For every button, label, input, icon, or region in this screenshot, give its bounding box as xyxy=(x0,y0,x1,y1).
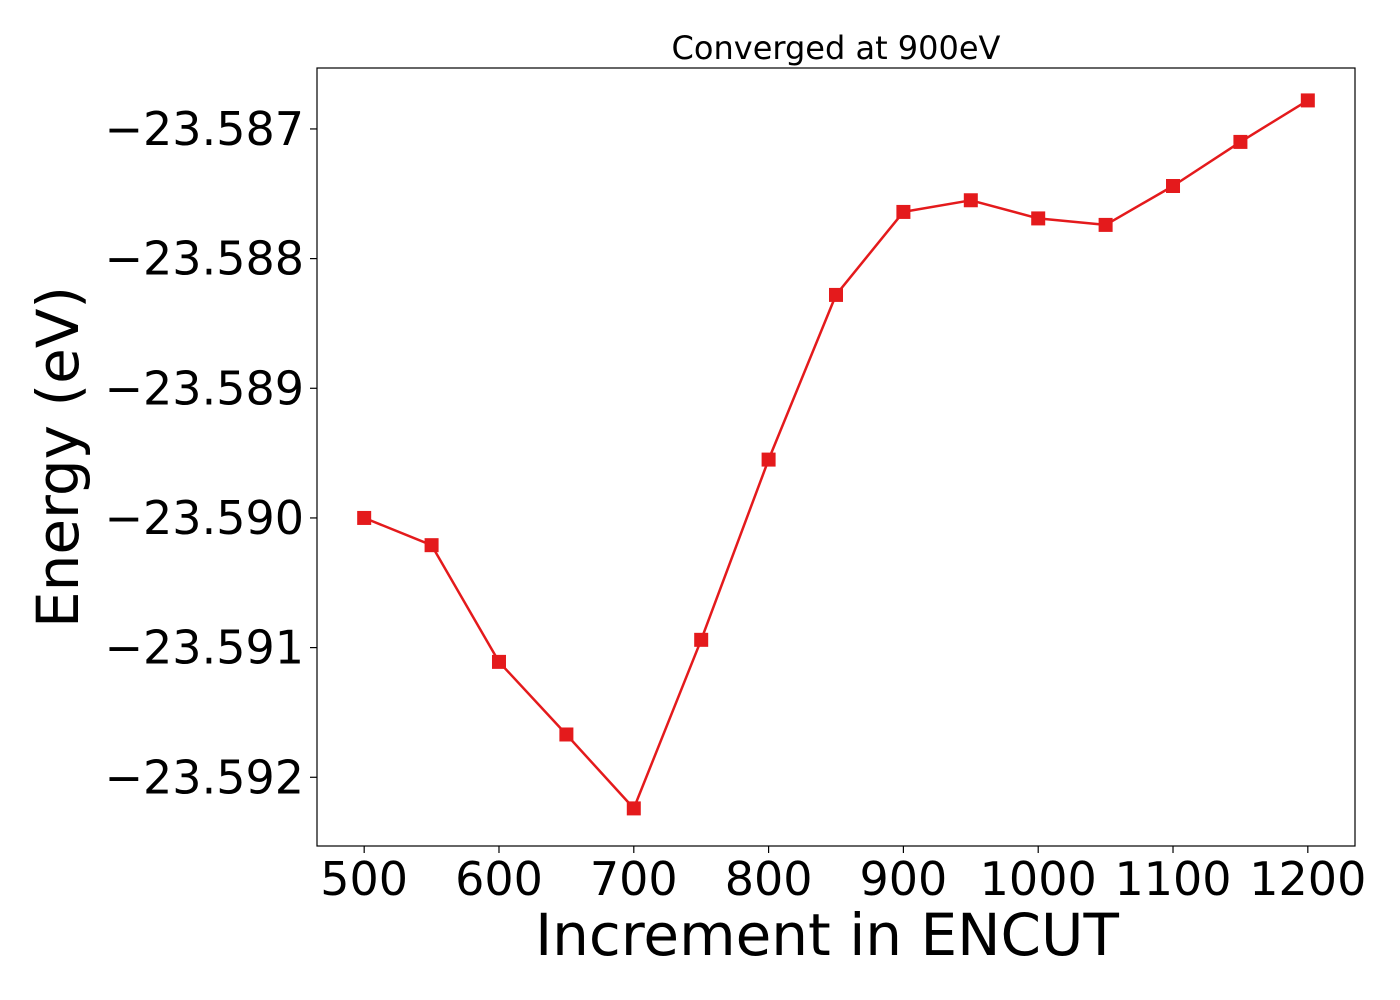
x-tick-label: 600 xyxy=(455,852,543,906)
data-point-marker xyxy=(357,510,372,525)
y-tick-label: −23.591 xyxy=(105,621,305,675)
series-markers xyxy=(357,93,1315,816)
y-tick-label: −23.590 xyxy=(105,491,305,545)
plot-frame xyxy=(316,67,1356,847)
y-tick-label: −23.589 xyxy=(105,361,305,415)
x-tick-label: 900 xyxy=(859,852,947,906)
x-tick-label: 500 xyxy=(320,852,408,906)
data-point-marker xyxy=(1233,134,1248,149)
x-tick-label: 1100 xyxy=(1114,852,1231,906)
y-tick-label: −23.592 xyxy=(105,750,305,804)
data-point-marker xyxy=(424,538,439,553)
data-point-marker xyxy=(1300,93,1315,108)
chart-title: Converged at 900eV xyxy=(672,29,1001,67)
x-tick-label: 1200 xyxy=(1249,852,1366,906)
data-point-marker xyxy=(963,193,978,208)
x-tick-label: 1000 xyxy=(980,852,1097,906)
data-point-marker xyxy=(1031,211,1046,226)
x-axis-ticks: 500 600 700 800 900 1000 1100 1200 xyxy=(320,846,1366,906)
x-tick-label: 800 xyxy=(725,852,813,906)
data-point-marker xyxy=(626,801,641,816)
data-point-marker xyxy=(694,632,709,647)
data-point-marker xyxy=(829,287,843,302)
y-tick-label: −23.587 xyxy=(105,102,305,156)
y-axis-label: Energy (eV) xyxy=(24,286,92,628)
data-point-marker xyxy=(559,727,574,742)
data-point-marker xyxy=(761,452,776,467)
x-tick-label: 700 xyxy=(590,852,678,906)
data-point-marker xyxy=(1166,178,1181,193)
x-axis-label: Increment in ENCUT xyxy=(535,901,1119,969)
data-point-marker xyxy=(491,654,506,669)
data-point-marker xyxy=(896,204,911,219)
y-axis-ticks: −23.587 −23.588 −23.589 −23.590 −23.591 −23.5… xyxy=(105,102,317,804)
data-point-marker xyxy=(1098,217,1113,232)
y-tick-label: −23.588 xyxy=(105,232,305,286)
